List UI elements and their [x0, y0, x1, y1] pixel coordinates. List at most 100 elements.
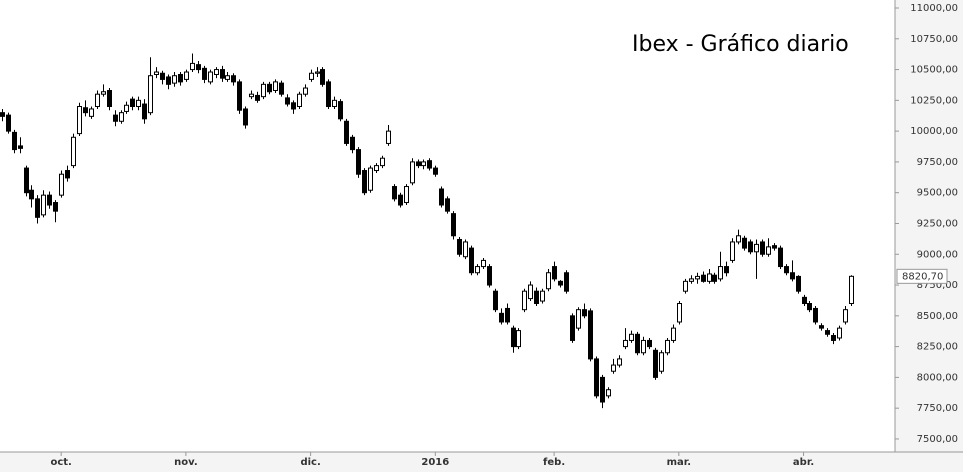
candle-body	[843, 309, 848, 323]
candle-body	[24, 167, 29, 194]
x-tick-label: abr.	[793, 457, 814, 468]
candle-body	[113, 114, 118, 122]
y-tick-label: 9500,00	[917, 188, 958, 199]
candle-body	[208, 71, 213, 83]
candle-body	[315, 71, 320, 74]
candle-body	[368, 167, 373, 191]
candle-body	[77, 106, 82, 135]
candle-body	[89, 108, 94, 117]
candle-body	[534, 290, 539, 305]
candle-body	[142, 103, 147, 120]
candle-body	[404, 186, 409, 204]
candle-body	[332, 99, 337, 108]
candle-body	[59, 173, 64, 196]
candle-body	[362, 170, 367, 194]
candle-body	[326, 81, 331, 108]
candle-body	[588, 310, 593, 360]
y-tick-label: 10250,00	[910, 95, 958, 106]
candle-body	[754, 243, 759, 253]
candle-body	[825, 330, 830, 335]
candle-body	[552, 266, 557, 280]
y-tick-label: 10000,00	[910, 126, 958, 137]
candle-body	[184, 71, 189, 80]
y-tick-label: 7500,00	[917, 434, 958, 445]
candle-body	[65, 170, 70, 179]
candle-body	[190, 62, 195, 71]
candle-body	[600, 376, 605, 403]
candle-body	[505, 307, 510, 323]
y-tick-label: 10750,00	[910, 34, 958, 45]
candle-body	[320, 69, 325, 85]
candle-body	[760, 241, 765, 255]
y-tick-label: 9250,00	[917, 218, 958, 229]
candle-body	[47, 194, 52, 206]
candle-body	[53, 202, 58, 212]
candle-body	[231, 75, 236, 83]
candle-body	[166, 76, 171, 85]
candle-body	[736, 235, 741, 243]
candle-body	[12, 131, 17, 151]
candle-body	[511, 327, 516, 348]
candle-body	[410, 161, 415, 184]
y-tick-label: 9750,00	[917, 157, 958, 168]
candle-body	[273, 81, 278, 91]
candle-body	[427, 160, 432, 169]
candle-body	[784, 266, 789, 274]
candle-body	[653, 349, 658, 378]
candle-body	[154, 71, 159, 75]
candle-body	[285, 97, 290, 105]
candle-body	[558, 280, 563, 286]
candle-body	[707, 273, 712, 282]
candle-body	[493, 290, 498, 311]
candle-body	[671, 327, 676, 341]
candle-body	[837, 327, 842, 339]
candle-body	[416, 161, 421, 167]
candle-body	[297, 93, 302, 108]
candle-body	[356, 149, 361, 175]
candle-body	[29, 189, 34, 200]
candle-body	[433, 167, 438, 175]
candle-body	[107, 89, 112, 108]
candle-body	[172, 75, 177, 84]
candle-body	[83, 107, 88, 114]
candle-body	[623, 339, 628, 348]
candle-body	[160, 72, 165, 80]
candle-body	[338, 101, 343, 120]
candle-body	[849, 275, 854, 305]
candle-body	[499, 312, 504, 323]
candle-body	[309, 72, 314, 80]
candle-body	[807, 303, 812, 311]
candle-body	[439, 188, 444, 206]
candle-body	[469, 247, 474, 274]
candle-body	[0, 112, 5, 117]
candle-body	[225, 75, 230, 80]
candle-body	[71, 136, 76, 167]
candle-body	[695, 275, 700, 280]
candle-body	[18, 145, 23, 149]
candle-body	[124, 104, 129, 112]
candle-body	[178, 73, 183, 83]
candle-body	[214, 69, 219, 75]
candle-body	[570, 315, 575, 341]
last-price-label: 8820,70	[902, 271, 943, 282]
candle-body	[41, 194, 46, 216]
y-tick-label: 8000,00	[917, 372, 958, 383]
candle-body	[303, 87, 308, 95]
candle-body	[796, 275, 801, 292]
candle-body	[279, 82, 284, 95]
candle-body	[421, 161, 426, 167]
candle-body	[445, 198, 450, 212]
candle-body	[611, 364, 616, 372]
last-price-box	[896, 268, 948, 284]
candle-body	[95, 93, 100, 108]
candle-body	[136, 99, 141, 108]
x-tick-label: oct.	[50, 457, 71, 468]
candle-body	[487, 266, 492, 286]
candle-body	[606, 389, 611, 397]
candle-body	[665, 339, 670, 354]
candle-body	[813, 307, 818, 323]
y-tick-label: 10500,00	[910, 65, 958, 76]
x-tick-label: feb.	[543, 457, 565, 468]
candle-body	[546, 272, 551, 290]
candle-body	[380, 157, 385, 167]
